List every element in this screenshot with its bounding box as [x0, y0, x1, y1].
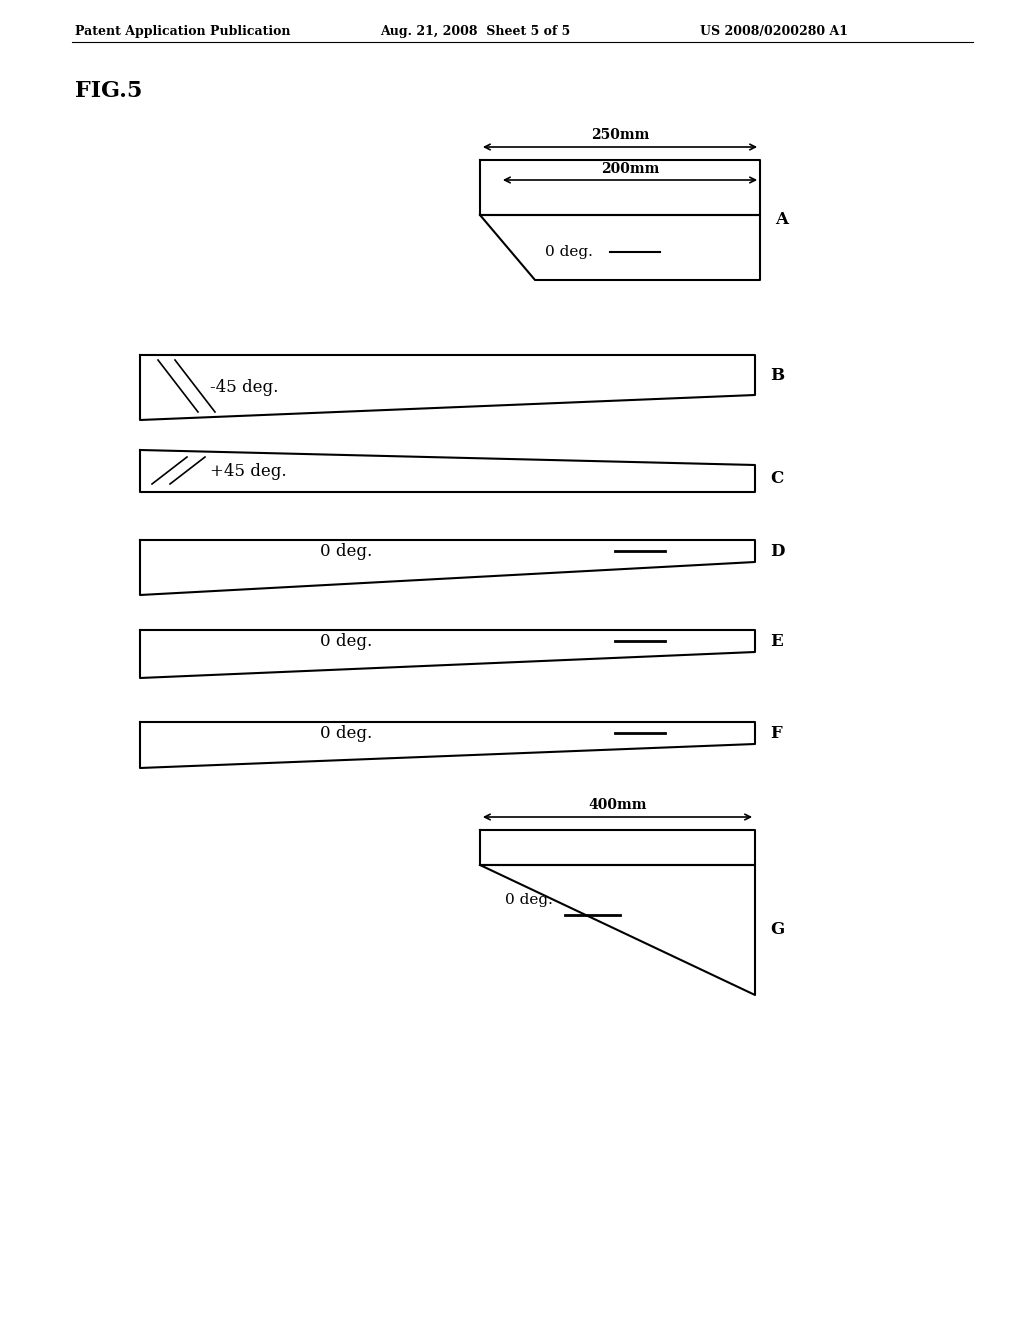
Text: 250mm: 250mm	[591, 128, 649, 143]
Text: B: B	[770, 367, 784, 384]
Text: 0 deg.: 0 deg.	[319, 543, 373, 560]
Text: 0 deg.: 0 deg.	[545, 246, 593, 259]
Text: -45 deg.: -45 deg.	[210, 379, 279, 396]
Text: E: E	[770, 632, 782, 649]
Text: 400mm: 400mm	[588, 799, 647, 812]
Text: F: F	[770, 725, 781, 742]
Text: US 2008/0200280 A1: US 2008/0200280 A1	[700, 25, 848, 38]
Text: 200mm: 200mm	[601, 162, 659, 176]
Text: 0 deg.: 0 deg.	[505, 894, 553, 907]
Text: C: C	[770, 470, 783, 487]
Text: Aug. 21, 2008  Sheet 5 of 5: Aug. 21, 2008 Sheet 5 of 5	[380, 25, 570, 38]
Text: G: G	[770, 921, 784, 939]
Text: FIG.5: FIG.5	[75, 81, 142, 102]
Text: 0 deg.: 0 deg.	[319, 725, 373, 742]
Text: +45 deg.: +45 deg.	[210, 462, 287, 479]
Text: Patent Application Publication: Patent Application Publication	[75, 25, 291, 38]
Text: 0 deg.: 0 deg.	[319, 632, 373, 649]
Text: D: D	[770, 543, 784, 560]
Text: A: A	[775, 211, 788, 228]
